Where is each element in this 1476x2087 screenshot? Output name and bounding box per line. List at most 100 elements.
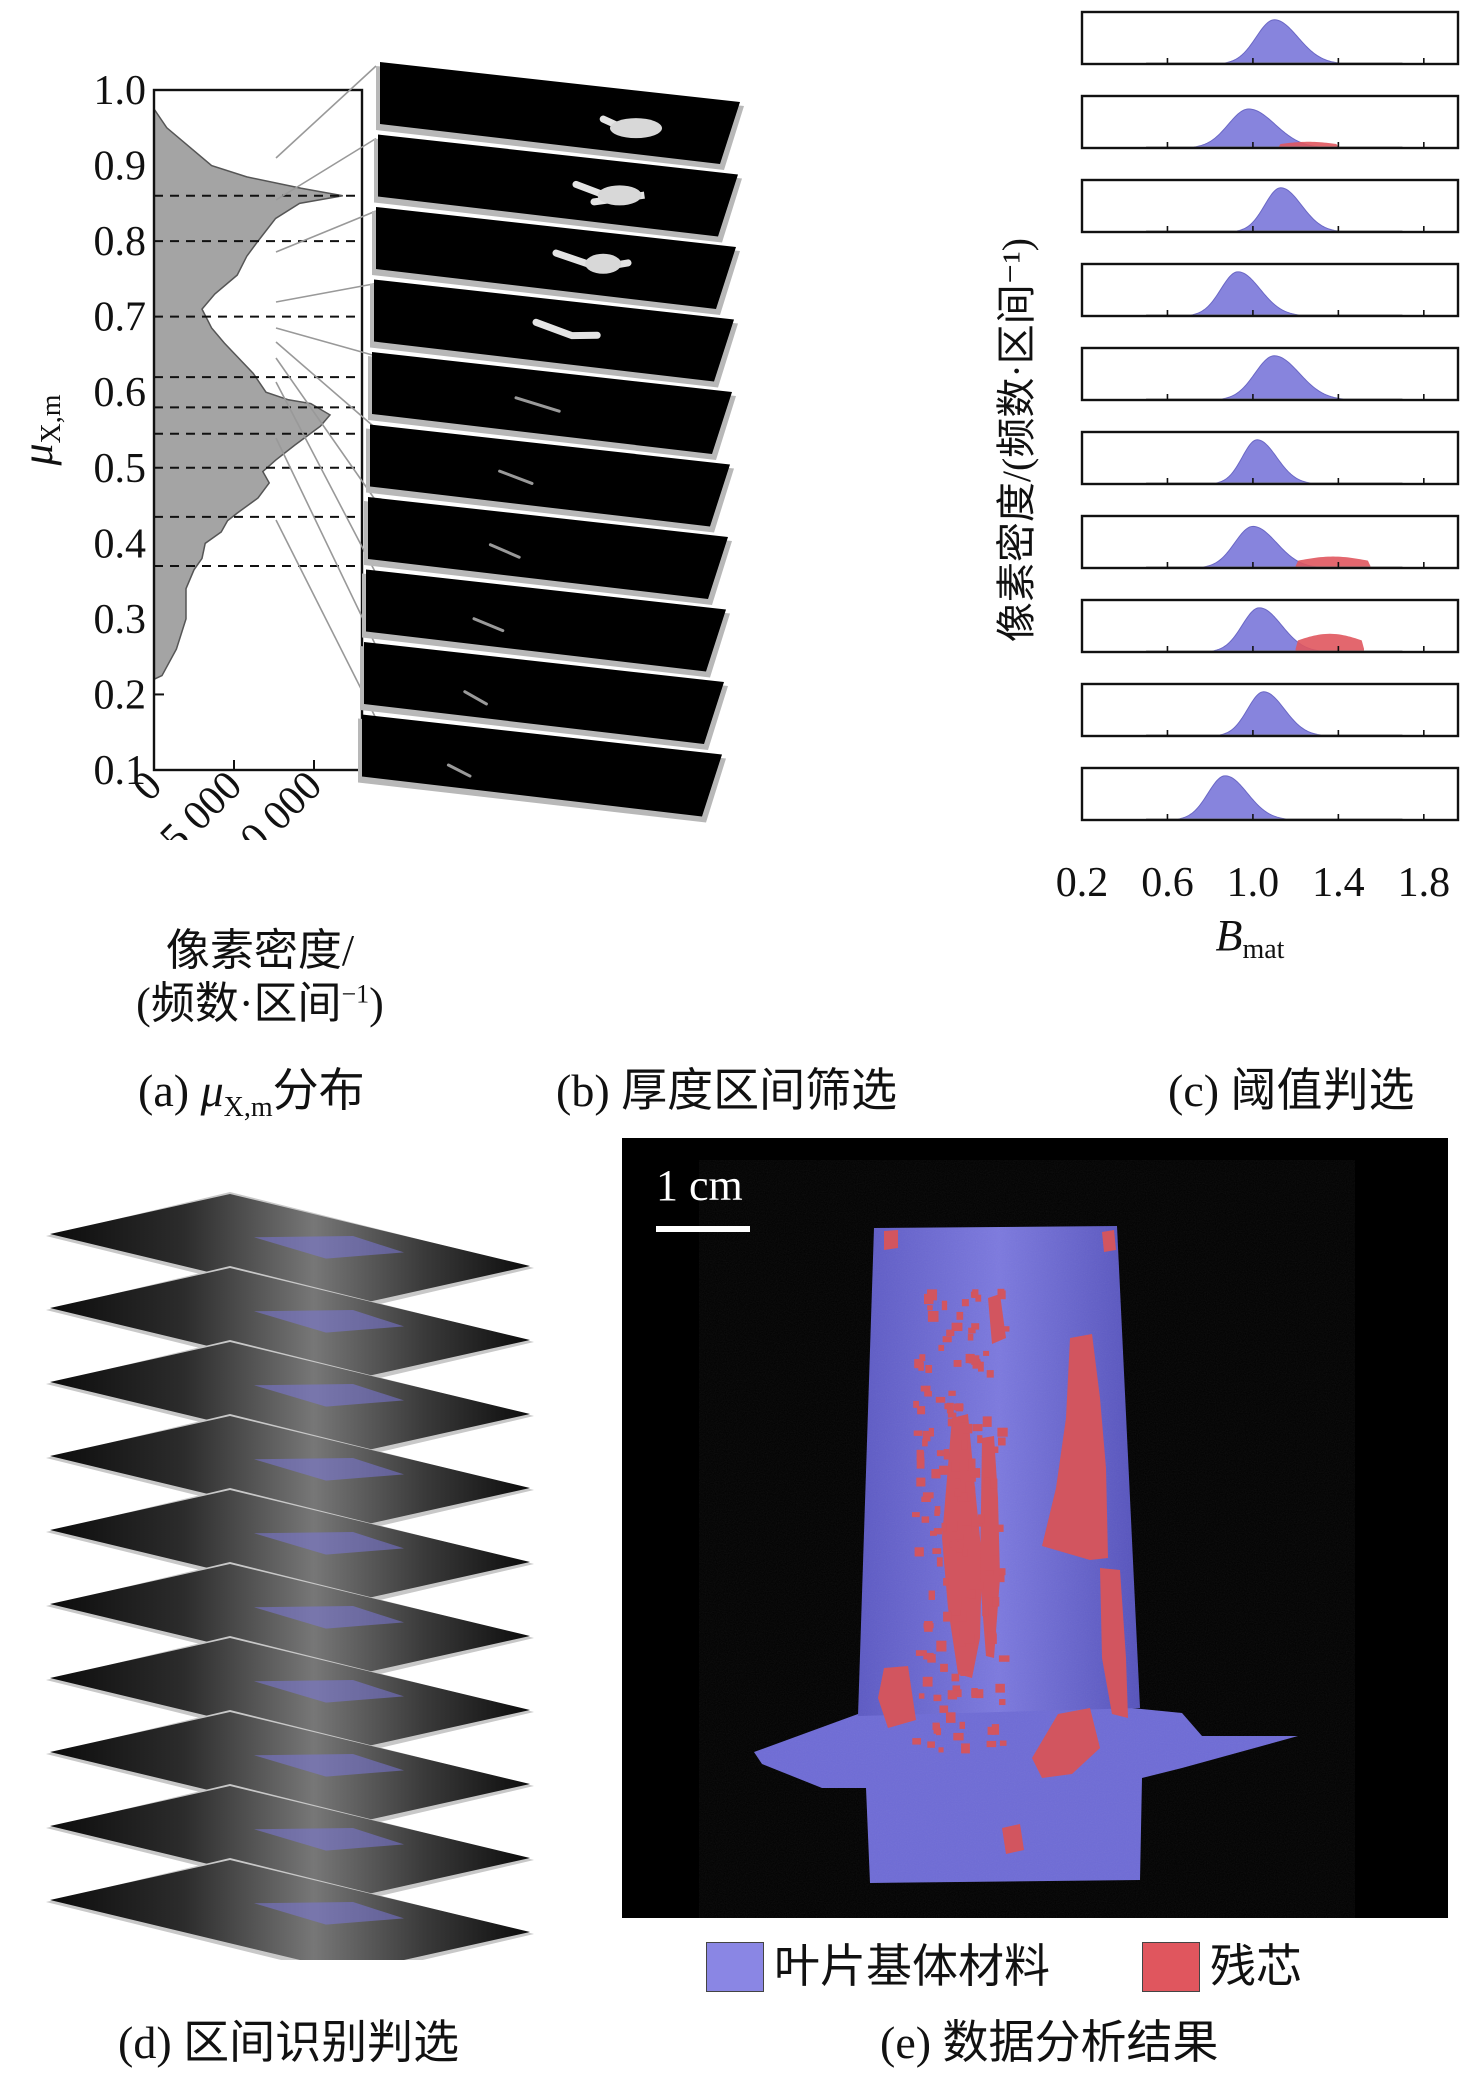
core-speckle — [960, 1670, 971, 1676]
core-speckle — [956, 1611, 967, 1622]
labeled-slice — [46, 1858, 534, 1960]
matrix-region — [254, 1754, 404, 1777]
core-speckle — [962, 1548, 968, 1557]
labeled-slice-stack — [46, 1192, 534, 1960]
density-area — [153, 106, 343, 681]
core-speckle — [936, 1557, 943, 1567]
panel-c-chart: 0.2 0.6 1.0 1.4 1.8 Bmat 像素密度/(频数·区间⁻¹) — [994, 10, 1460, 965]
core-speckle — [922, 1492, 934, 1499]
panel-d-slices — [46, 1192, 534, 1960]
legend-swatch-matrix — [706, 1942, 764, 1992]
slice-face — [380, 62, 740, 164]
core-speckle — [936, 1640, 947, 1652]
core-speckle — [956, 1546, 962, 1553]
core-speckle — [953, 1403, 964, 1411]
xlabel-line1: 像素密度/ — [165, 926, 355, 975]
slice-face — [370, 424, 730, 527]
core-speckle — [933, 1694, 942, 1702]
matrix-peak — [1196, 439, 1319, 485]
core-speckle — [998, 1524, 1004, 1532]
core-speckle — [946, 1329, 955, 1337]
connector-line — [275, 381, 377, 574]
y-tick-label: 0.8 — [94, 219, 147, 265]
matrix-region — [254, 1606, 404, 1629]
core-speckle — [965, 1477, 972, 1487]
ct-slice — [366, 424, 734, 533]
x-tick-label: 1.8 — [1398, 860, 1451, 906]
slice-face — [376, 207, 736, 309]
core-speckle — [922, 1676, 933, 1687]
residual-core-tail — [1295, 633, 1364, 652]
core-speckle — [936, 1450, 944, 1457]
core-speckle — [942, 1336, 952, 1343]
core-speckle — [971, 1690, 978, 1696]
core-speckle — [922, 1430, 931, 1442]
core-speckle — [924, 1621, 933, 1632]
ct-slice — [370, 279, 738, 388]
labeled-slice — [46, 1266, 534, 1385]
core-speckle — [954, 1534, 964, 1540]
core-speckle — [928, 1590, 935, 1600]
core-speckle — [1000, 1290, 1006, 1300]
core-speckle — [913, 1400, 919, 1408]
labeled-slice — [46, 1192, 534, 1311]
matrix-region — [254, 1236, 404, 1259]
residual-core-tail — [1295, 556, 1371, 568]
matrix-region — [254, 1384, 404, 1407]
caption-e: (e) 数据分析结果 — [880, 2017, 1219, 2068]
histogram-panel — [1080, 10, 1460, 66]
histogram-frame — [1080, 430, 1460, 486]
core-speckle — [976, 1582, 984, 1590]
core-speckle — [938, 1747, 944, 1753]
core-speckle — [924, 1391, 932, 1397]
histogram-frame — [1080, 598, 1460, 654]
slice-face — [378, 134, 738, 237]
core-speckle — [924, 1293, 934, 1305]
core-speckle — [927, 1311, 939, 1322]
threshold-dashed-lines — [154, 194, 362, 567]
matrix-peak — [1201, 19, 1349, 65]
slice-face — [366, 569, 726, 672]
core-speckle — [914, 1547, 924, 1557]
ct-slice-stack — [358, 62, 744, 823]
core-speckle — [922, 1438, 928, 1447]
labeled-slice — [46, 1784, 534, 1903]
core-speckle — [938, 1344, 945, 1351]
matrix-peak — [1199, 691, 1328, 737]
core-speckle — [961, 1299, 969, 1307]
connector-line — [275, 327, 377, 357]
core-speckle — [916, 1449, 924, 1461]
core-speckle — [931, 1469, 941, 1479]
core-speckle — [972, 1289, 979, 1299]
connector-line — [275, 65, 377, 159]
panel-e-render: 1 cm — [622, 1138, 1448, 1918]
core-speckle — [967, 1333, 974, 1341]
core-speckle — [978, 1361, 984, 1372]
core-speckle — [947, 1412, 957, 1418]
histogram-frame — [1080, 514, 1460, 570]
core-speckle — [947, 1690, 958, 1700]
matrix-region — [254, 1902, 404, 1925]
y-axis-label: μX,m — [13, 394, 67, 466]
connector-line — [275, 341, 377, 430]
residual-core-speckles — [912, 1288, 1010, 1754]
core-speckle — [968, 1355, 980, 1364]
slice-bright-region — [610, 118, 662, 139]
core-speckle — [977, 1435, 983, 1444]
core-speckle — [951, 1673, 960, 1682]
core-speckle — [999, 1326, 1010, 1332]
histogram-stack — [1080, 10, 1460, 822]
core-speckle — [968, 1327, 976, 1334]
y-tick-label: 0.9 — [94, 144, 147, 190]
y-tick-label: 0.6 — [94, 370, 147, 416]
histogram-panel — [1080, 262, 1460, 318]
core-speckle — [932, 1548, 942, 1554]
core-speckle — [971, 1517, 983, 1527]
histogram-panel — [1080, 682, 1460, 738]
core-speckle — [954, 1490, 962, 1497]
core-speckle — [946, 1712, 956, 1723]
core-speckle — [982, 1606, 989, 1617]
core-speckle — [987, 1726, 996, 1735]
core-speckle — [917, 1406, 926, 1415]
core-speckle — [928, 1427, 934, 1437]
